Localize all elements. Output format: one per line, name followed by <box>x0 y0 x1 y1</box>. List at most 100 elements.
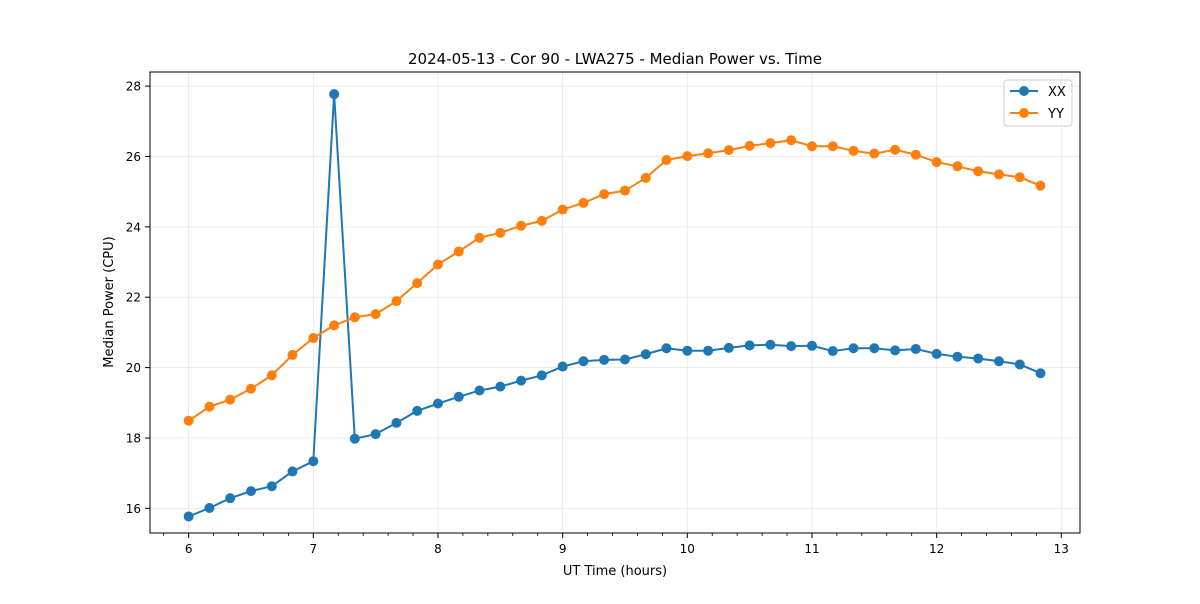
data-point <box>1035 368 1046 379</box>
data-point <box>952 161 963 172</box>
data-point <box>432 398 443 409</box>
data-point <box>266 481 277 492</box>
data-point <box>495 227 506 238</box>
data-point <box>682 151 693 162</box>
data-point <box>640 349 651 360</box>
data-point <box>453 391 464 402</box>
data-point <box>703 148 714 159</box>
data-point <box>453 246 464 257</box>
data-point <box>578 197 589 208</box>
data-point <box>806 141 817 152</box>
data-point <box>848 145 859 156</box>
data-point <box>329 320 340 331</box>
legend-marker-yy <box>1019 108 1029 118</box>
grid <box>150 72 1080 533</box>
data-point <box>910 343 921 354</box>
y-axis-label: Median Power (CPU) <box>102 236 117 367</box>
data-point <box>786 135 797 146</box>
data-point <box>682 345 693 356</box>
data-point <box>183 511 194 522</box>
data-point <box>869 148 880 159</box>
data-point <box>287 466 298 477</box>
data-point <box>370 429 381 440</box>
axes: 6 7 8 9 10 11 12 13 16 18 20 22 24 26 28 <box>126 80 1069 556</box>
y-tick-label: 24 <box>126 220 141 234</box>
series-yy <box>183 135 1046 426</box>
data-point <box>474 232 485 243</box>
data-point <box>806 340 817 351</box>
x-tick-label: 7 <box>309 542 317 556</box>
legend-label-yy: YY <box>1047 107 1064 122</box>
data-point <box>225 394 236 405</box>
data-point <box>536 215 547 226</box>
data-point <box>993 356 1004 367</box>
data-point <box>516 220 527 231</box>
legend-marker-xx <box>1019 86 1029 96</box>
data-point <box>349 433 360 444</box>
data-point <box>183 415 194 426</box>
data-point <box>848 343 859 354</box>
data-point <box>349 312 360 323</box>
data-point <box>931 348 942 359</box>
data-point <box>993 169 1004 180</box>
data-point <box>744 340 755 351</box>
chart-title: 2024-05-13 - Cor 90 - LWA275 - Median Po… <box>408 50 822 68</box>
x-tick-label: 6 <box>185 542 193 556</box>
data-point <box>827 346 838 357</box>
data-point <box>557 361 568 372</box>
data-point <box>516 375 527 386</box>
y-tick-label: 28 <box>126 80 141 94</box>
data-point <box>204 503 215 514</box>
data-point <box>890 144 901 155</box>
data-point <box>432 259 443 270</box>
data-point <box>370 309 381 320</box>
data-point <box>890 345 901 356</box>
data-point <box>329 89 340 100</box>
data-point <box>308 333 319 344</box>
data-point <box>599 189 610 200</box>
data-point <box>869 343 880 354</box>
data-point <box>910 149 921 160</box>
data-point <box>245 383 256 394</box>
data-point <box>225 493 236 504</box>
x-tick-label: 11 <box>804 542 819 556</box>
x-tick-label: 10 <box>680 542 695 556</box>
data-point <box>640 172 651 183</box>
data-point <box>931 157 942 168</box>
data-point <box>495 381 506 392</box>
data-point <box>1014 172 1025 183</box>
data-point <box>619 354 630 365</box>
plot-frame <box>149 71 1081 534</box>
data-point <box>952 351 963 362</box>
data-point <box>578 356 589 367</box>
data-point <box>744 140 755 151</box>
data-point <box>661 154 672 165</box>
y-tick-label: 16 <box>126 502 141 516</box>
data-point <box>1035 180 1046 191</box>
y-tick-label: 26 <box>126 150 141 164</box>
data-point <box>287 349 298 360</box>
data-point <box>703 345 714 356</box>
data-point <box>723 145 734 156</box>
legend: XX YY <box>1003 79 1073 127</box>
data-point <box>412 405 423 416</box>
data-point <box>973 353 984 364</box>
data-point <box>536 370 547 381</box>
x-tick-label: 8 <box>434 542 442 556</box>
y-tick-label: 20 <box>126 361 141 375</box>
data-point <box>557 204 568 215</box>
data-point <box>474 385 485 396</box>
x-tick-label: 9 <box>559 542 567 556</box>
data-point <box>661 343 672 354</box>
data-point <box>786 341 797 352</box>
series-layer <box>183 89 1046 522</box>
data-point <box>391 296 402 307</box>
data-point <box>765 138 776 149</box>
legend-label-xx: XX <box>1048 85 1066 100</box>
data-point <box>266 370 277 381</box>
data-point <box>973 166 984 177</box>
data-point <box>391 417 402 428</box>
